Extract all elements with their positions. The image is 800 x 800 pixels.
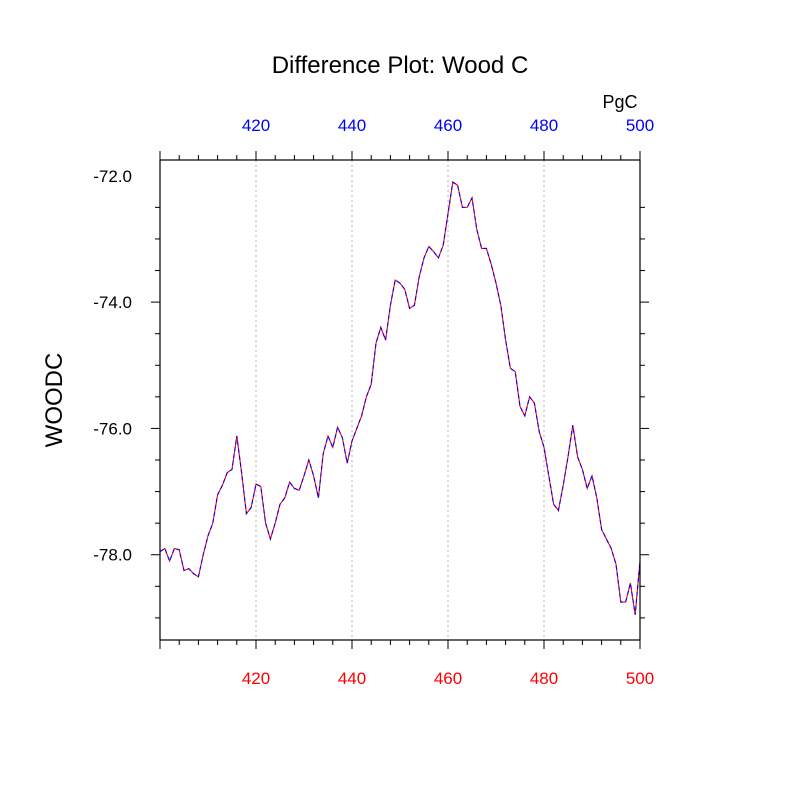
series-lines [159,181,641,615]
x-tick-label-top: 500 [626,116,654,135]
axis-ticks [151,151,649,649]
x-tick-label-bottom: 460 [434,669,462,688]
chart-title: Difference Plot: Wood C [272,52,529,79]
tick-labels: 420 420 440 440 460 460 480 480 500 500 -72.0 -74.0… [93,116,654,688]
x-tick-label-bottom: 440 [338,669,366,688]
x-tick-label-top: 420 [242,116,270,135]
x-tick-label-top: 480 [530,116,558,135]
y-tick-label: -78.0 [93,546,132,565]
y-axis-label: WOODC [41,353,68,448]
y-tick-label: -76.0 [93,419,132,438]
x-tick-label-top: 460 [434,116,462,135]
x-tick-label-bottom: 480 [530,669,558,688]
x-tick-label-top: 440 [338,116,366,135]
grid-lines [255,160,545,640]
plot-frame [159,159,641,641]
series-line-red [159,181,641,615]
y-tick-label: -74.0 [93,293,132,312]
y-tick-label: -72.0 [93,167,132,186]
x-tick-label-bottom: 500 [626,669,654,688]
series-line-blue-dashed [159,181,641,615]
x-tick-label-bottom: 420 [242,669,270,688]
unit-label: PgC [602,92,637,112]
